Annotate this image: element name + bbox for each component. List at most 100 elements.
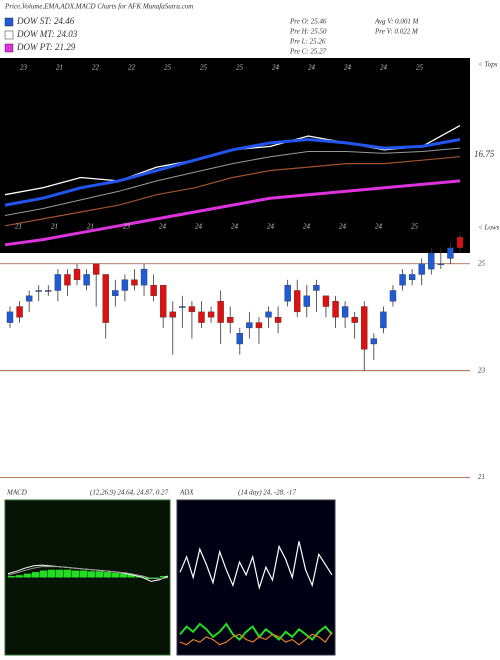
candle-body [456, 236, 464, 248]
candle-body [112, 290, 119, 297]
macd-histogram-bar [160, 575, 168, 578]
macd-histogram-bar [40, 570, 48, 578]
date-label: 23 [20, 64, 28, 72]
candle-body [332, 300, 339, 318]
candle-body [131, 279, 138, 286]
adx-line [179, 631, 333, 646]
macd-histogram-bar [8, 575, 16, 578]
date-label: 23 [123, 223, 131, 231]
candle-body [25, 295, 33, 302]
date-label: 24 [159, 223, 167, 231]
candle-body [389, 290, 397, 302]
candle-body [121, 279, 129, 291]
macd-histogram-bar [112, 572, 120, 578]
candle-body [6, 311, 14, 323]
date-label: 22 [128, 64, 136, 72]
ema-line [4, 156, 461, 227]
candle-body [408, 274, 416, 280]
annotation: < Tops [478, 61, 498, 69]
candle-body [341, 306, 349, 318]
candle-body [159, 284, 167, 318]
macd-title: MACD [6, 489, 27, 497]
date-label: 24 [308, 64, 316, 72]
info-text: Pre V: 0.022 M [374, 28, 419, 36]
candle-body [169, 311, 176, 318]
candle-body [274, 317, 282, 323]
y-tick-label: 21 [478, 473, 485, 481]
candle-body [92, 263, 100, 275]
legend-label: DOW ST: 24.46 [16, 16, 75, 26]
y-tick-label: 25 [478, 259, 486, 267]
candle-body [294, 290, 301, 313]
ema-line [4, 137, 461, 207]
candle-body [35, 290, 42, 292]
date-label: 21 [51, 223, 58, 231]
macd-histogram-bar [24, 573, 32, 578]
candle-body [73, 268, 81, 280]
candle-body [45, 290, 52, 292]
candle-body [227, 317, 234, 323]
adx-line [179, 622, 333, 641]
candle-body [351, 317, 358, 323]
macd-histogram-bar [64, 569, 72, 578]
candle-body [265, 311, 272, 318]
macd-histogram-bar [16, 575, 24, 578]
date-label: 24 [375, 223, 383, 231]
date-label: 24 [267, 223, 275, 231]
candle-body [54, 274, 62, 291]
date-label: 24 [231, 223, 239, 231]
date-label: 22 [92, 64, 100, 72]
date-label: 21 [87, 223, 94, 231]
ema-panel-bg [0, 58, 470, 253]
date-label: 24 [272, 64, 280, 72]
legend-swatch [4, 17, 14, 27]
macd-histogram-bar [88, 571, 96, 578]
annotation: < Lows [478, 224, 500, 232]
candle-body [236, 333, 243, 345]
macd-histogram-bar [96, 571, 104, 578]
candle-body [370, 338, 378, 345]
date-label: 24 [339, 223, 347, 231]
date-label: 25 [200, 64, 208, 72]
macd-histogram-bar [80, 570, 88, 578]
candle-body [380, 311, 387, 329]
info-text: Pre L: 25.26 [289, 38, 326, 46]
ema-line [4, 147, 461, 216]
candle-body [83, 274, 90, 286]
candle-body [179, 306, 186, 308]
date-label: 25 [416, 64, 424, 72]
date-label: 24 [344, 64, 352, 72]
candle-body [102, 274, 109, 323]
legend-label: DOW MT: 24.03 [16, 29, 78, 39]
candle-body [188, 306, 196, 313]
candle-body [198, 311, 205, 323]
candle-body [322, 295, 330, 307]
macd-line [7, 566, 169, 580]
candle-body [437, 263, 445, 265]
date-label: 24 [303, 223, 311, 231]
date-label: 21 [15, 223, 22, 231]
macd-histogram-bar [72, 570, 80, 578]
adx-title: ADX [179, 489, 194, 497]
macd-subtitle: (12,26,9) 24.64, 24.87, 0.27 [90, 489, 169, 497]
macd-histogram-bar [56, 569, 64, 578]
macd-histogram-bar [128, 574, 136, 578]
date-label: 21 [56, 64, 63, 72]
info-text: Pre O: 25.46 [289, 18, 327, 26]
legend-swatch [4, 43, 14, 53]
legend-swatch [4, 30, 14, 40]
candle-body [447, 247, 454, 259]
candle-body [16, 306, 23, 318]
candle-body [255, 322, 263, 329]
candle-body [217, 300, 224, 323]
candle-body [246, 322, 253, 329]
macd-histogram-bar [104, 572, 112, 578]
candle-body [64, 274, 71, 286]
candle-body [428, 252, 435, 270]
macd-histogram-bar [152, 577, 160, 579]
candle-body [313, 284, 320, 291]
candle-body [399, 274, 406, 286]
info-text: Pre H: 25.50 [289, 28, 327, 36]
candle-body [284, 284, 291, 302]
candle-body [303, 295, 311, 307]
